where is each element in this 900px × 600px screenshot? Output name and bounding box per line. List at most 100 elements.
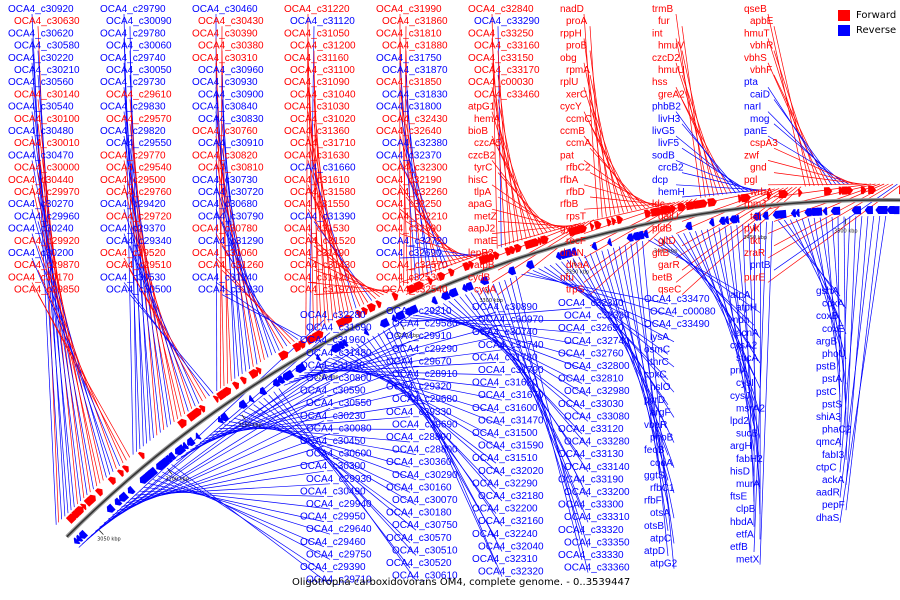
gene-label[interactable]: qmcA bbox=[816, 437, 842, 448]
gene-label[interactable]: apbE bbox=[750, 16, 774, 27]
gene-label[interactable]: OCA4_c31240 bbox=[192, 272, 258, 283]
gene-label[interactable]: OCA4_c30310 bbox=[192, 53, 258, 64]
gene-label[interactable]: OCA4_c31130 bbox=[300, 360, 365, 371]
gene-label[interactable]: OCA4_c33080 bbox=[564, 411, 630, 422]
gene-label[interactable]: OCA4_c29970 bbox=[14, 187, 80, 198]
gene-label[interactable]: OCA4_c30480 bbox=[8, 126, 74, 137]
gene-label[interactable]: rfbC1 bbox=[650, 483, 675, 494]
gene-label[interactable]: OCA4_c31660 bbox=[290, 163, 356, 174]
gene-label[interactable]: lepB2 bbox=[468, 248, 494, 259]
gene-label[interactable]: OCA4_c31120 bbox=[290, 16, 355, 27]
gene-label[interactable]: proB bbox=[566, 41, 587, 52]
gene-label[interactable]: OCA4_c33300 bbox=[558, 500, 624, 511]
gene-label[interactable]: trpS bbox=[566, 285, 585, 296]
gene-label[interactable]: msrA2 bbox=[736, 403, 765, 414]
gene-label[interactable]: OCA4_c29290 bbox=[392, 344, 458, 355]
gene-label[interactable]: OCA4_c30800 bbox=[306, 373, 372, 384]
gene-label[interactable]: OCA4_c31990 bbox=[376, 4, 442, 15]
gene-label[interactable]: OCA4_c29770 bbox=[100, 150, 166, 161]
gene-label[interactable]: OCA4_c29720 bbox=[106, 211, 172, 222]
gene-label[interactable]: OCA4_c30360 bbox=[386, 457, 452, 468]
gene-label[interactable]: OCA4_c33030 bbox=[558, 399, 624, 410]
gene-label[interactable]: ldc bbox=[652, 199, 665, 210]
gene-label[interactable]: OCA4_c33350 bbox=[564, 537, 630, 548]
gene-label[interactable]: OCA4_c29540 bbox=[106, 163, 172, 174]
gene-label[interactable]: OCA4_c29520 bbox=[100, 248, 166, 259]
gene-label[interactable]: OCA4_c31200 bbox=[290, 41, 356, 52]
gene-label[interactable]: OCA4_c31870 bbox=[382, 65, 448, 76]
gene-label[interactable]: pstC bbox=[816, 387, 837, 398]
gene-label[interactable]: OCA4_c30050 bbox=[106, 65, 172, 76]
gene-label[interactable]: OCA4_c33360 bbox=[564, 563, 630, 574]
gene-label[interactable]: cspA3 bbox=[750, 138, 778, 149]
gene-label[interactable]: OCA4_c30810 bbox=[198, 163, 264, 174]
gene-label[interactable]: OCA4_c30100 bbox=[14, 114, 80, 125]
gene-label[interactable]: OCA4_c30590 bbox=[300, 386, 366, 397]
gene-label[interactable]: OCA4_c30220 bbox=[8, 53, 74, 64]
gene-label[interactable]: OCA4_c31860 bbox=[382, 16, 448, 27]
gene-label[interactable]: OCA4_c32250 bbox=[376, 199, 442, 210]
gene-label[interactable]: sodB bbox=[652, 150, 675, 161]
gene-label[interactable]: OCA4_c29320 bbox=[386, 382, 452, 393]
gene-label[interactable]: OCA4_c31970 bbox=[290, 285, 356, 296]
gene-label[interactable]: rfbD bbox=[566, 187, 585, 198]
gene-label[interactable]: dhaS bbox=[816, 513, 840, 524]
gene-label[interactable]: OCA4_c30090 bbox=[106, 16, 172, 27]
gene-label[interactable]: OCA4_c30840 bbox=[192, 102, 258, 113]
gene-label[interactable]: OCA4_c30560 bbox=[8, 77, 74, 88]
gene-label[interactable]: qseC bbox=[658, 285, 681, 296]
gene-label[interactable]: vbhF bbox=[750, 65, 772, 76]
gene-label[interactable]: etfB bbox=[730, 542, 748, 553]
gene-label[interactable]: OCA4_c31040 bbox=[290, 89, 356, 100]
gene-label[interactable]: OCA4_c31430 bbox=[290, 260, 356, 271]
gene-label[interactable]: aapJ2 bbox=[468, 224, 496, 235]
gene-label[interactable]: livG5 bbox=[652, 126, 675, 137]
gene-label[interactable]: OCA4_c33190 bbox=[558, 474, 624, 485]
gene-label[interactable]: dnaN bbox=[560, 248, 584, 259]
gene-label[interactable]: OCA4_c31590 bbox=[478, 441, 544, 452]
gene-label[interactable]: livF5 bbox=[658, 138, 680, 149]
gene-label[interactable]: phbB2 bbox=[652, 102, 681, 113]
gene-label[interactable]: hemA bbox=[474, 114, 500, 125]
gene-label[interactable]: ftsE bbox=[730, 492, 748, 503]
gene-label[interactable]: OCA4_c30300 bbox=[300, 461, 366, 472]
gene-label[interactable]: OCA4_c30160 bbox=[386, 482, 452, 493]
gene-label[interactable]: OCA4_c28910 bbox=[392, 369, 458, 380]
gene-label[interactable]: atpC bbox=[650, 533, 671, 544]
gene-label[interactable]: ctpC bbox=[816, 462, 837, 473]
gene-label[interactable]: OCA4_c29670 bbox=[386, 356, 452, 367]
gene-label[interactable]: OCA4_c30380 bbox=[198, 41, 264, 52]
gene-label[interactable]: czcD2 bbox=[652, 53, 680, 64]
gene-label[interactable]: OCA4_c33330 bbox=[558, 550, 624, 561]
gene-label[interactable]: OCA4_c29340 bbox=[106, 236, 172, 247]
gene-label[interactable]: OCA4_c31230 bbox=[198, 285, 264, 296]
gene-label[interactable]: OCA4_c32310 bbox=[472, 554, 538, 565]
gene-label[interactable]: OCA4_c29910 bbox=[386, 331, 452, 342]
gene-label[interactable]: hbdA bbox=[730, 517, 754, 528]
gene-label[interactable]: hisC bbox=[468, 175, 488, 186]
gene-label[interactable]: hemH bbox=[658, 187, 685, 198]
gene-label[interactable]: OCA4_c33460 bbox=[474, 89, 540, 100]
gene-label[interactable]: OCA4_c32570 bbox=[382, 260, 448, 271]
gene-label[interactable]: OCA4_c00030 bbox=[468, 77, 534, 88]
gene-label[interactable]: OCA4_c30510 bbox=[392, 545, 458, 556]
gene-label[interactable]: OCA4_c30140 bbox=[14, 89, 80, 100]
gene-label[interactable]: rfbA bbox=[560, 175, 579, 186]
gene-label[interactable]: OCA4_c32840 bbox=[468, 4, 534, 15]
gene-label[interactable]: cydA bbox=[474, 285, 497, 296]
gene-label[interactable]: OCA4_c31220 bbox=[284, 4, 350, 15]
gene-label[interactable]: OCA4_c32190 bbox=[376, 175, 442, 186]
gene-label[interactable]: OCA4_c32320 bbox=[478, 567, 544, 578]
gene-label[interactable]: OCA4_c32340 bbox=[558, 298, 624, 309]
gene-label[interactable]: gltB bbox=[652, 248, 670, 259]
gene-label[interactable]: OCA4_c33140 bbox=[564, 462, 630, 473]
gene-label[interactable]: betB bbox=[652, 272, 673, 283]
gene-label[interactable]: OCA4_c33310 bbox=[564, 512, 630, 523]
gene-label[interactable]: OCA4_c29780 bbox=[100, 28, 166, 39]
gene-label[interactable]: OCA4_c30530 bbox=[100, 272, 166, 283]
gene-label[interactable]: pyk bbox=[744, 224, 761, 235]
gene-label[interactable]: tkt bbox=[750, 236, 761, 247]
gene-label[interactable]: feoB bbox=[644, 445, 665, 456]
gene-label[interactable]: OCA4_c32180 bbox=[478, 491, 544, 502]
gene-label[interactable]: bioB bbox=[468, 126, 488, 137]
